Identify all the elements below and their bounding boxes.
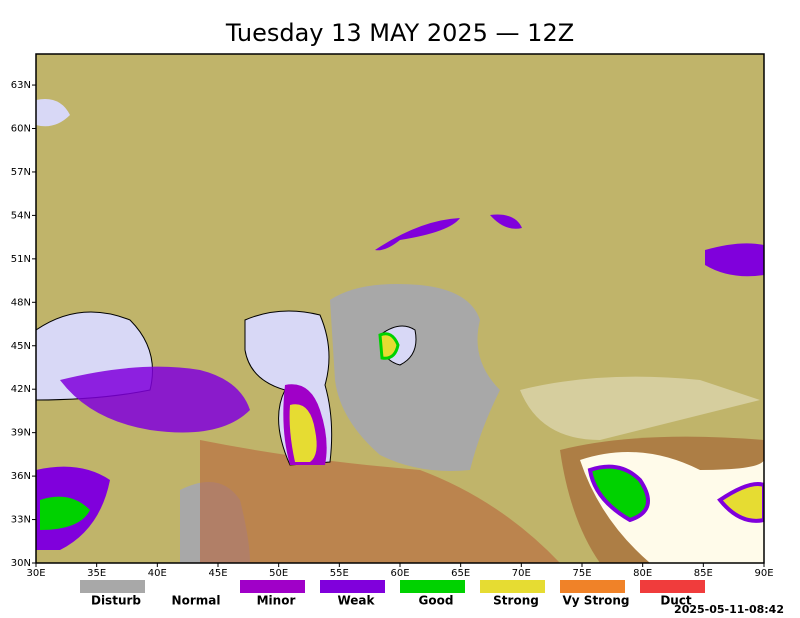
legend-label: Normal [172,594,221,608]
lon-label: 45E [208,568,227,579]
lat-label: 63N [11,80,31,91]
legend-swatch [160,580,225,593]
legend-swatch [640,580,705,593]
lon-label: 30E [26,568,45,579]
lon-label: 90E [754,568,773,579]
lon-label: 40E [148,568,167,579]
lon-label: 55E [330,568,349,579]
lat-label: 54N [11,210,31,221]
lat-label: 57N [11,167,31,178]
legend-swatch [80,580,145,593]
legend-swatch [400,580,465,593]
legend-label: Vy Strong [563,594,630,608]
legend-label: Weak [337,594,375,608]
lat-label: 51N [11,254,31,265]
lat-label: 45N [11,341,31,352]
legend-label: Strong [493,594,539,608]
lat-label: 33N [11,515,31,526]
legend: Disturb Normal Minor Weak Good Strong Vy Stron… [80,580,705,608]
lat-label: 39N [11,428,31,439]
legend-swatch [320,580,385,593]
legend-label: Good [419,594,454,608]
lat-label: 48N [11,297,31,308]
lon-label: 75E [572,568,591,579]
legend-swatch [240,580,305,593]
lat-label: 42N [11,384,31,395]
timestamp: 2025-05-11-08:42 [674,603,784,616]
lon-label: 35E [87,568,106,579]
lon-label: 70E [512,568,531,579]
map [35,53,765,564]
lat-labels: 30N 33N 36N 39N 42N 45N 48N 51N 54N 57N 60N 63N [11,80,36,569]
lat-label: 36N [11,471,31,482]
lon-label: 80E [633,568,652,579]
lon-label: 65E [451,568,470,579]
legend-swatch [560,580,625,593]
legend-label: Minor [257,594,296,608]
lon-labels: 30E 35E 40E 45E 50E 55E 60E 65E 70E 75E 80E 85E 90E [26,563,774,579]
lat-label: 30N [11,558,31,569]
lon-label: 85E [694,568,713,579]
lon-label: 60E [390,568,409,579]
legend-swatch [480,580,545,593]
legend-label: Disturb [91,594,141,608]
legend-label: Duct [660,594,692,608]
lat-label: 60N [11,124,31,135]
title: Tuesday 13 MAY 2025 — 12Z [225,19,574,47]
lon-label: 50E [269,568,288,579]
